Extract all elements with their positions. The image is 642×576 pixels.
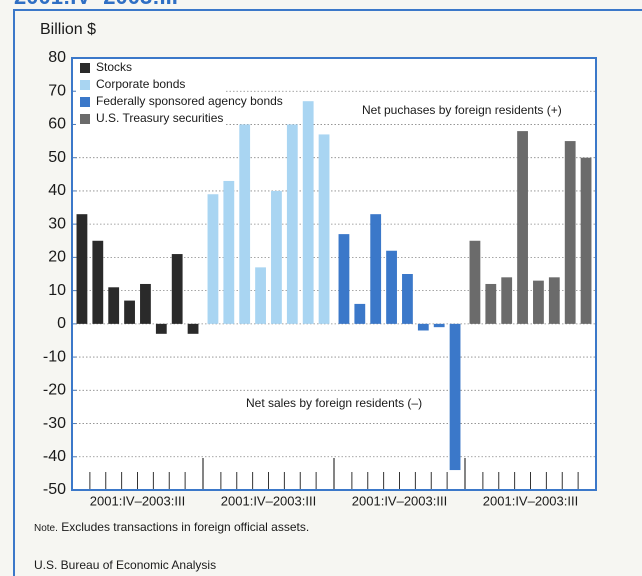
legend-label: U.S. Treasury securities [96,111,223,125]
bar [354,303,366,324]
legend-label: Federally sponsored agency bonds [96,94,283,108]
note-text: Excludes transactions in foreign officia… [61,520,309,534]
bar [239,124,251,324]
note: Note. Excludes transactions in foreign o… [34,520,309,534]
y-tick-label: -40 [43,448,66,465]
bar [417,323,429,331]
bar [271,190,282,324]
annotation: Net puchases by foreign residents (+) [362,103,562,117]
y-tick-label: 60 [48,116,66,133]
y-tick-label: 50 [48,149,66,166]
bar [370,214,382,324]
y-tick-label: 80 [48,49,66,66]
y-tick-label: 0 [57,315,66,332]
bar [92,240,104,324]
legend-swatch [80,97,90,107]
bar [402,274,413,324]
x-group-label: 2001:IV–2003:III [483,493,578,508]
bar [485,283,497,324]
bar [338,234,350,324]
bar [501,277,513,324]
chart-title: 2001:IV–2003:III [14,0,178,9]
y-tick-label: -50 [43,481,66,498]
bar [108,287,120,324]
y-tick-label: 20 [48,249,66,266]
y-tick-label: 40 [48,182,66,199]
x-group-label: 2001:IV–2003:III [352,493,447,508]
legend-swatch [80,63,90,73]
frame [13,9,642,576]
bar [187,323,199,334]
x-group-label: 2001:IV–2003:III [221,493,316,508]
y-tick-label: -20 [43,382,66,399]
plot-border [71,57,597,491]
bar [207,194,219,324]
legend-label: Corporate bonds [96,77,185,91]
legend-label: Stocks [96,60,132,74]
legend-box [76,60,226,126]
bar [171,254,183,324]
note-label: Note. [34,523,58,534]
y-tick-label: 30 [48,215,66,232]
y-tick-label: -10 [43,348,66,365]
bar [255,267,266,324]
bar [533,280,544,324]
bar [286,124,298,324]
bar [517,131,528,324]
bar [386,250,397,324]
bar [155,323,167,334]
bar [449,323,461,471]
legend-swatch [80,80,90,90]
bar [76,214,88,324]
annotation: Net sales by foreign residents (–) [246,396,422,410]
bar [548,277,560,324]
legend: Stocks Corporate bonds Federally sponsored… [76,60,283,126]
x-group-label: 2001:IV–2003:III [90,493,185,508]
bar [433,323,445,328]
y-tick-label: -30 [43,415,66,432]
y-axis-label: Billion $ [40,21,96,38]
legend-swatch [80,114,90,124]
bar [564,141,576,324]
y-tick-label: 10 [48,282,66,299]
source: U.S. Bureau of Economic Analysis [34,558,216,572]
bar [580,157,592,324]
bar [124,300,135,324]
bar [223,180,235,324]
bar [140,283,151,324]
plot-area [72,58,596,490]
bar [469,240,481,324]
bar [318,134,330,324]
bar [302,101,314,324]
y-tick-label: 70 [48,82,66,99]
